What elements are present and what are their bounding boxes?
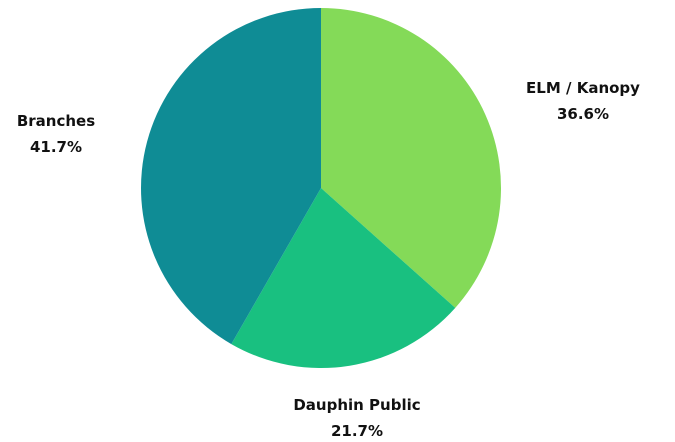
slice-label-elm-kanopy: ELM / Kanopy 36.6% bbox=[526, 79, 640, 123]
slice-name-branches: Branches bbox=[17, 112, 95, 130]
slice-percent-branches: 41.7% bbox=[30, 138, 82, 156]
pie-slice-dauphin-public bbox=[231, 188, 456, 368]
slice-percent-dauphin-public: 21.7% bbox=[331, 422, 383, 438]
pie-slice-branches bbox=[141, 8, 321, 345]
pie-slices bbox=[141, 8, 501, 368]
slice-label-branches: Branches 41.7% bbox=[17, 112, 95, 156]
slice-percent-elm-kanopy: 36.6% bbox=[557, 105, 609, 123]
slice-name-dauphin-public: Dauphin Public bbox=[293, 396, 420, 414]
slice-label-dauphin-public: Dauphin Public 21.7% bbox=[293, 396, 420, 440]
pie-slice-elm-kanopy bbox=[321, 8, 501, 308]
slice-name-elm-kanopy: ELM / Kanopy bbox=[526, 79, 640, 97]
